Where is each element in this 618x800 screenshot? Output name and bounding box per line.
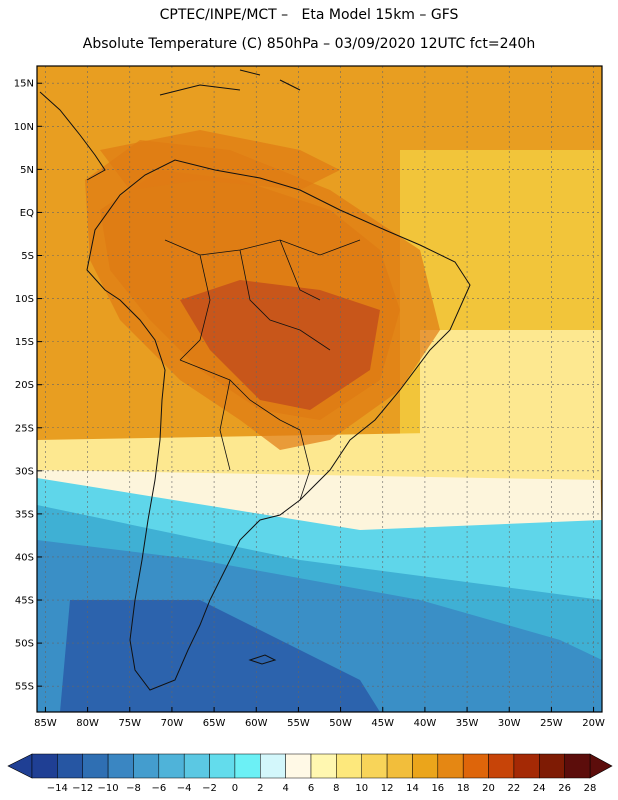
lat-tick-label: 30S bbox=[15, 466, 34, 477]
lat-tick-label: 40S bbox=[15, 552, 34, 563]
caribbean-warm bbox=[100, 130, 340, 190]
temperature-field bbox=[37, 66, 602, 712]
plot-frame bbox=[36, 65, 603, 713]
colorbar-label: −8 bbox=[126, 783, 141, 794]
colorbar-segment bbox=[57, 753, 83, 779]
colorbar-segment bbox=[31, 753, 58, 779]
colorbar-label: −2 bbox=[202, 783, 217, 794]
colorbar-segment bbox=[133, 753, 160, 779]
colorbar-segment bbox=[183, 753, 210, 779]
colorbar-segment bbox=[107, 753, 134, 779]
colorbar-segment bbox=[488, 753, 515, 779]
colorbar-label: −10 bbox=[98, 783, 119, 794]
land-orange-core bbox=[180, 280, 380, 410]
colorbar-label: −12 bbox=[72, 783, 93, 794]
lon-tick-label: 70W bbox=[161, 718, 184, 729]
longitude-axis: 85W 80W 75W 70W 65W 60W 55W 50W 45W 40W 35W 30W 25W 2… bbox=[34, 707, 605, 729]
colorbar-segment bbox=[260, 753, 286, 779]
country-borders bbox=[164, 239, 361, 501]
colorbar-segment bbox=[361, 753, 388, 779]
colorbar-label: 14 bbox=[406, 783, 419, 794]
falkland-islands bbox=[248, 654, 277, 665]
colorbar-label: −6 bbox=[151, 783, 166, 794]
colorbar-label: 10 bbox=[355, 783, 368, 794]
colorbar-label: −14 bbox=[47, 783, 68, 794]
colorbar-label: 24 bbox=[533, 783, 546, 794]
lat-tick-label: 5S bbox=[21, 251, 34, 262]
lon-tick-label: 40W bbox=[414, 718, 437, 729]
lon-tick-label: 65W bbox=[203, 718, 226, 729]
lat-tick-label: 15S bbox=[15, 337, 34, 348]
lat-tick-label: 15N bbox=[14, 79, 34, 90]
colorbar-label: 2 bbox=[257, 783, 263, 794]
lat-tick-label: 25S bbox=[15, 423, 34, 434]
colorbar-label: 28 bbox=[584, 783, 597, 794]
lon-tick-label: 35W bbox=[456, 718, 479, 729]
colorbar-label: 16 bbox=[431, 783, 444, 794]
lon-tick-label: 45W bbox=[371, 718, 394, 729]
lon-tick-label: 80W bbox=[76, 718, 99, 729]
colorbar-segment bbox=[82, 753, 109, 779]
lon-tick-label: 85W bbox=[34, 718, 57, 729]
lat-tick-label: 45S bbox=[15, 596, 34, 607]
lon-tick-label: 55W bbox=[287, 718, 310, 729]
lon-tick-label: 50W bbox=[329, 718, 352, 729]
colorbar-segment bbox=[209, 753, 236, 779]
colorbar-segment bbox=[564, 753, 591, 779]
colorbar-segment bbox=[234, 753, 261, 779]
lat-lon-grid bbox=[37, 66, 602, 712]
central-america-coastline bbox=[39, 91, 106, 181]
lat-tick-label: 5N bbox=[20, 165, 34, 176]
lat-tick-label: EQ bbox=[20, 208, 34, 219]
colorbar-segment bbox=[412, 753, 439, 779]
colorbar-segment bbox=[462, 753, 489, 779]
colorbar-label: 8 bbox=[333, 783, 339, 794]
colorbar-segment bbox=[158, 753, 185, 779]
colorbar: −14 −12 −10 −8 −6 −4 −2 0 2 4 6 8 10 12 14 16 18 20 22 24 26… bbox=[7, 753, 613, 794]
colorbar-segment bbox=[539, 753, 565, 779]
latitude-axis: 15N 10N 5N EQ 5S 10S 15S 20S 25S 30S 35S 40S 45S 50S 5… bbox=[14, 79, 42, 693]
lat-tick-label: 55S bbox=[15, 682, 34, 693]
map-title-line1: CPTEC/INPE/MCT – Eta Model 15km – GFS bbox=[159, 7, 459, 23]
colorbar-label: 12 bbox=[381, 783, 394, 794]
colorbar-label: 20 bbox=[482, 783, 495, 794]
lat-tick-label: 35S bbox=[15, 509, 34, 520]
lat-tick-label: 10N bbox=[14, 122, 34, 133]
colorbar-label: 6 bbox=[308, 783, 314, 794]
colorbar-label: 4 bbox=[282, 783, 288, 794]
colorbar-label: 22 bbox=[508, 783, 521, 794]
lon-tick-label: 75W bbox=[118, 718, 141, 729]
colorbar-segment bbox=[513, 753, 540, 779]
south-america-coastline bbox=[86, 159, 471, 691]
colorbar-segment bbox=[285, 753, 312, 779]
colorbar-segment bbox=[310, 753, 337, 779]
coastlines bbox=[39, 69, 471, 691]
lon-tick-label: 60W bbox=[245, 718, 268, 729]
lon-tick-label: 20W bbox=[582, 718, 605, 729]
band-pale-yellow bbox=[37, 430, 602, 480]
lon-tick-label: 25W bbox=[540, 718, 563, 729]
lat-tick-label: 10S bbox=[15, 294, 34, 305]
colorbar-max-arrow bbox=[589, 753, 613, 779]
colorbar-label: 18 bbox=[457, 783, 470, 794]
colorbar-segment bbox=[386, 753, 413, 779]
map-title-line2: Absolute Temperature (C) 850hPa – 03/09/… bbox=[82, 36, 536, 52]
caribbean-islands bbox=[159, 69, 301, 96]
colorbar-label: −4 bbox=[177, 783, 192, 794]
lon-tick-label: 30W bbox=[498, 718, 521, 729]
colorbar-label: 26 bbox=[558, 783, 571, 794]
colorbar-segment bbox=[437, 753, 464, 779]
colorbar-segment bbox=[336, 753, 362, 779]
colorbar-label: 0 bbox=[232, 783, 238, 794]
colorbar-min-arrow bbox=[7, 753, 33, 779]
lat-tick-label: 20S bbox=[15, 380, 34, 391]
band-blue-deep bbox=[60, 600, 380, 712]
lat-tick-label: 50S bbox=[15, 639, 34, 650]
